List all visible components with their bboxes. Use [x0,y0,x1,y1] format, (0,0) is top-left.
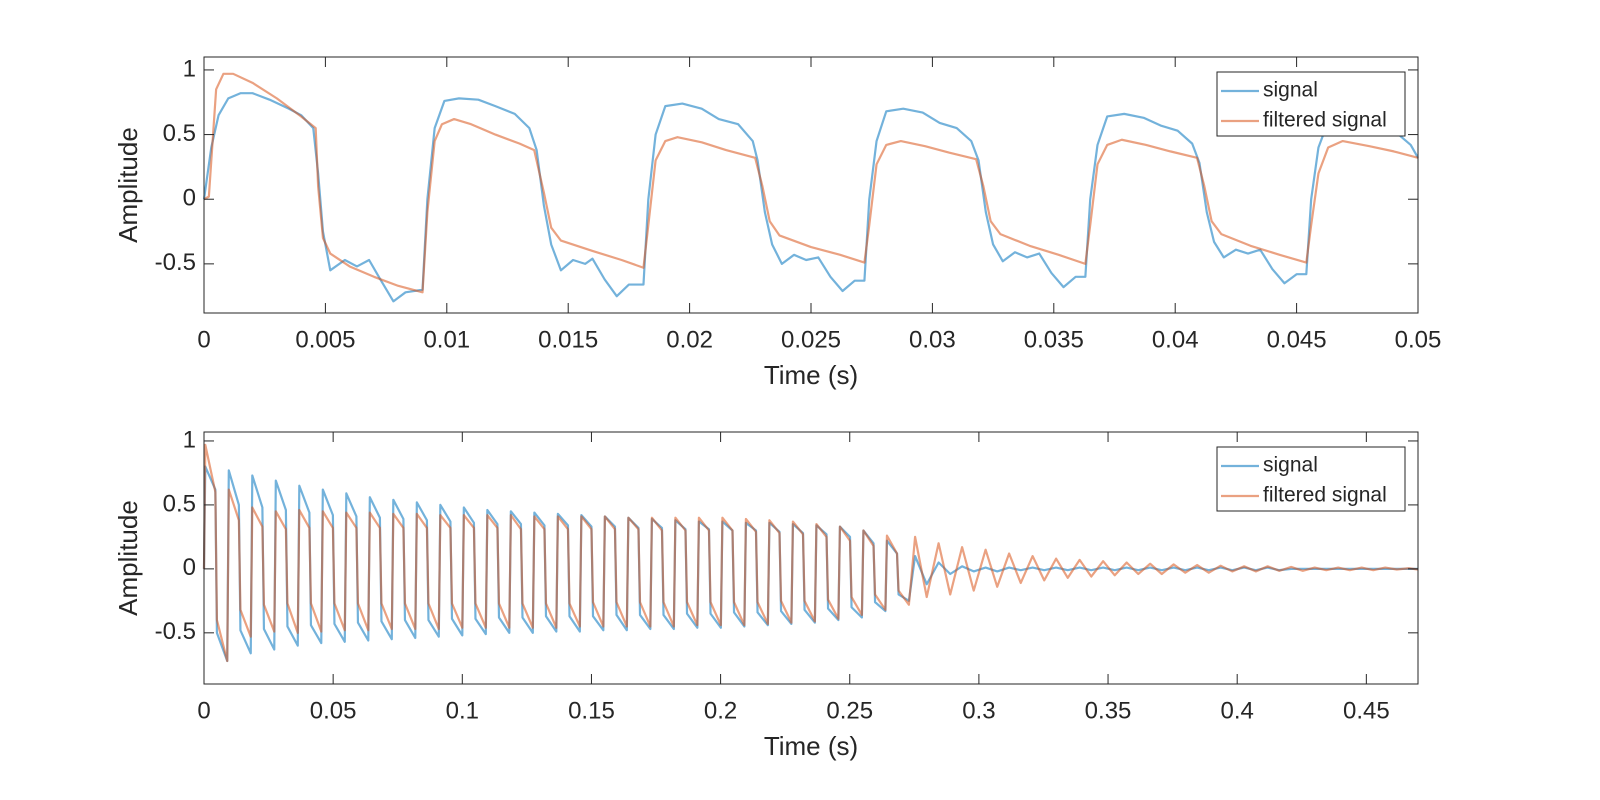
x-axis-label: Time (s) [764,360,858,390]
x-tick-label: 0.04 [1152,326,1199,353]
x-tick-label: 0.35 [1085,697,1132,724]
x-tick-label: 0.15 [568,697,615,724]
x-tick-label: 0.2 [704,697,737,724]
x-tick-label: 0.25 [826,697,873,724]
legend-box [1216,71,1406,137]
axes-background [204,57,1418,313]
x-tick-label: 0 [197,697,210,724]
y-tick-label: 1 [183,55,196,82]
legend-label: signal [1263,79,1318,102]
x-axis-label: Time (s) [764,731,858,761]
x-tick-label: 0.1 [446,697,479,724]
y-axis-label: Amplitude [113,500,143,616]
subplot: 0 0.005 0.01 0.015 0.02 0.025 0.03 0.035 0.04 0.0… [113,55,1441,390]
x-tick-label: 0.3 [962,697,995,724]
y-axis-label: Amplitude [113,127,143,243]
y-tick-label: 0 [183,554,196,581]
x-tick-label: 0.05 [1395,326,1442,353]
legend: signal filtered signal [1216,71,1406,137]
x-tick-label: 0.015 [538,326,598,353]
x-tick-label: 0.02 [666,326,713,353]
legend-label: signal [1263,454,1318,477]
series-line [202,443,1419,663]
y-tick-label: 0.5 [163,120,196,147]
legend-box [1216,446,1406,512]
y-tick-label: 0 [183,185,196,212]
axes-background [204,432,1418,684]
x-tick-label: 0.01 [423,326,470,353]
series-line [202,92,1419,303]
x-tick-label: 0.025 [781,326,841,353]
x-tick-label: 0.45 [1343,697,1390,724]
x-tick-label: 0.05 [310,697,357,724]
x-tick-label: 0.035 [1024,326,1084,353]
subplot: 0 0.05 0.1 0.15 0.2 0.25 0.3 0.35 0.4 0.45 -0.5 0 0.… [113,426,1419,761]
y-tick-label: -0.5 [155,249,196,276]
x-tick-label: 0.045 [1267,326,1327,353]
legend-label: filtered signal [1263,109,1387,132]
axes-box [203,431,1419,685]
y-tick-label: -0.5 [155,618,196,645]
y-tick-label: 0.5 [163,490,196,517]
x-tick-label: 0.005 [295,326,355,353]
x-tick-label: 0.03 [909,326,956,353]
x-tick-label: 0 [197,326,210,353]
series-line [203,72,1419,294]
y-tick-label: 1 [183,426,196,453]
legend: signal filtered signal [1216,446,1406,512]
legend-label: filtered signal [1263,484,1387,507]
x-tick-label: 0.4 [1221,697,1254,724]
